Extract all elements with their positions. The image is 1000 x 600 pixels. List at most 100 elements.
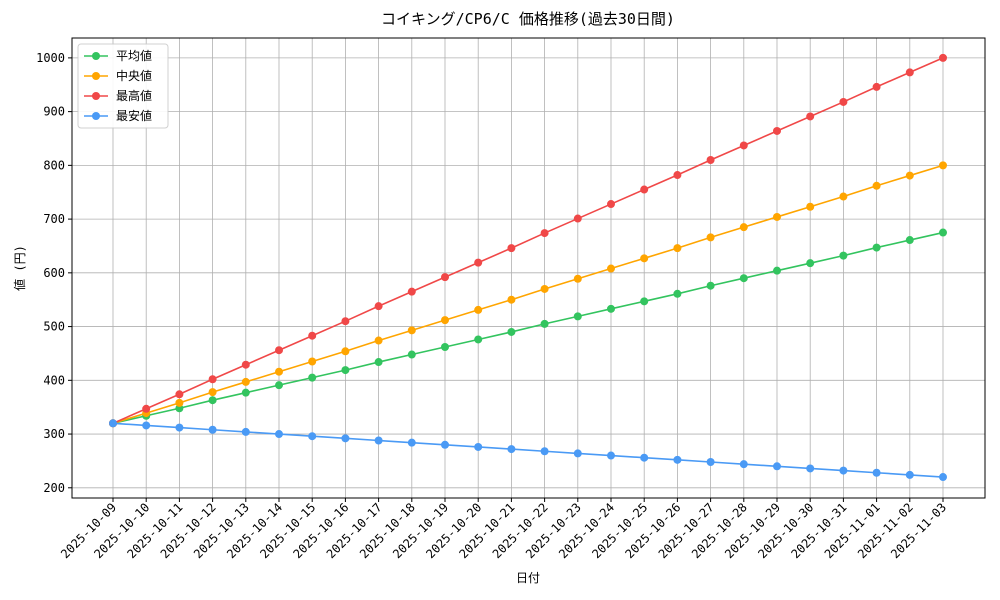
data-point: [640, 254, 649, 263]
series-line: [112, 231, 944, 425]
data-point: [806, 112, 815, 121]
legend-label: 最高値: [116, 88, 152, 103]
data-point: [939, 473, 947, 482]
data-point: [308, 432, 317, 441]
data-point: [241, 360, 250, 369]
data-point: [739, 223, 748, 232]
data-point: [706, 233, 715, 242]
y-tick-label: 500: [43, 320, 65, 334]
y-tick-label: 900: [43, 105, 65, 119]
data-point: [839, 192, 848, 201]
data-point: [939, 53, 947, 62]
data-point: [474, 442, 483, 451]
data-point: [739, 141, 748, 150]
data-point: [540, 229, 549, 238]
data-point: [573, 449, 582, 458]
series-line: [112, 422, 944, 478]
y-tick-label: 200: [43, 481, 65, 495]
legend-marker: [92, 52, 100, 60]
data-point: [607, 264, 615, 273]
data-point: [374, 436, 383, 445]
data-point: [208, 396, 217, 405]
data-point: [773, 462, 781, 471]
data-point: [175, 390, 184, 399]
data-point: [640, 185, 649, 194]
data-point: [806, 259, 815, 268]
data-point: [441, 342, 449, 351]
data-point: [607, 451, 615, 460]
data-point: [241, 388, 250, 397]
data-point: [241, 427, 250, 436]
data-point: [407, 438, 416, 447]
data-point: [839, 251, 848, 260]
legend-label: 最安値: [116, 108, 152, 123]
data-point: [341, 317, 350, 326]
legend-box: [77, 43, 169, 129]
legend-label: 平均値: [116, 48, 152, 63]
y-tick-label: 700: [43, 212, 65, 226]
data-point: [208, 388, 217, 397]
legend-marker: [92, 72, 100, 80]
data-point: [142, 404, 151, 413]
data-point: [507, 295, 516, 304]
data-point: [673, 171, 682, 180]
data-point: [208, 425, 217, 434]
data-point: [175, 398, 184, 407]
y-tick-label: 600: [43, 266, 65, 280]
y-axis-label: 値 (円): [12, 245, 27, 291]
data-point: [706, 155, 715, 164]
data-point: [607, 304, 615, 313]
data-point: [374, 336, 383, 345]
data-point: [275, 430, 283, 439]
data-point: [275, 367, 283, 376]
x-axis-label: 日付: [516, 571, 540, 585]
data-point: [640, 453, 649, 462]
data-point: [673, 244, 682, 253]
data-point: [441, 273, 449, 282]
data-point: [142, 421, 151, 430]
data-point: [939, 161, 947, 170]
plot-frame: [71, 37, 986, 499]
data-point: [341, 434, 350, 443]
data-point: [275, 381, 283, 390]
data-point: [474, 335, 483, 344]
data-point: [872, 82, 881, 91]
data-point: [773, 212, 781, 221]
data-point: [241, 377, 250, 386]
data-point: [540, 319, 549, 328]
data-point: [308, 331, 317, 340]
data-point: [773, 126, 781, 135]
data-point: [507, 445, 516, 454]
data-point: [474, 258, 483, 267]
data-point: [441, 440, 449, 449]
data-point: [905, 68, 914, 77]
legend-marker: [92, 92, 100, 100]
data-point: [607, 200, 615, 209]
chart-title: コイキング/CP6/C 価格推移(過去30日間): [381, 10, 675, 28]
data-point: [407, 350, 416, 359]
data-point: [573, 214, 582, 223]
data-point: [308, 357, 317, 366]
data-point: [839, 97, 848, 106]
data-point: [175, 423, 184, 432]
data-point: [109, 419, 117, 428]
data-point: [673, 455, 682, 464]
data-point: [407, 287, 416, 296]
data-point: [573, 274, 582, 283]
data-point: [673, 289, 682, 298]
data-point: [773, 266, 781, 275]
data-point: [441, 316, 449, 325]
data-point: [573, 312, 582, 321]
data-point: [640, 297, 649, 306]
y-tick-label: 300: [43, 427, 65, 441]
series-line: [112, 164, 944, 425]
data-point: [739, 274, 748, 283]
legend-marker: [92, 112, 100, 120]
data-point: [939, 228, 947, 237]
y-tick-label: 800: [43, 158, 65, 172]
legend-label: 中央値: [116, 68, 152, 83]
data-point: [540, 284, 549, 293]
data-point: [507, 244, 516, 253]
data-point: [540, 447, 549, 456]
